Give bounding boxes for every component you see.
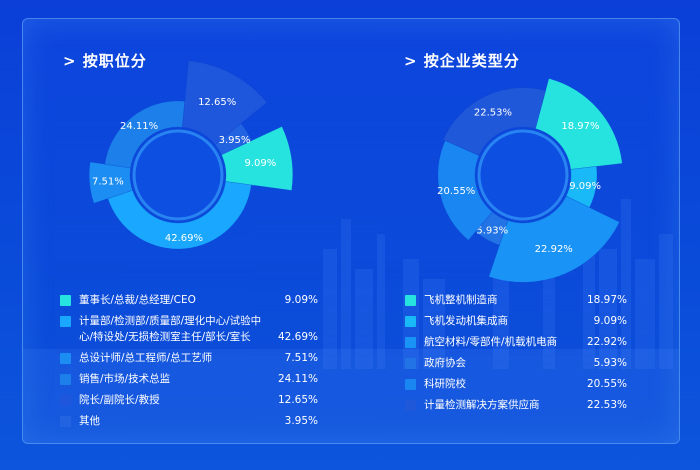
legend-value: 24.11% — [277, 373, 318, 385]
legend-item: 计量部/检测部/质量部/理化中心/试验中心/特设处/无损检测室主任/部长/室长 4… — [60, 313, 318, 345]
legend-item: 计量检测解决方案供应商 22.53% — [405, 397, 627, 413]
legend-item: 科研院校 20.55% — [405, 376, 627, 392]
slice-label-1-2: 22.92% — [535, 244, 573, 255]
legend-value: 42.69% — [277, 331, 318, 343]
legend-label: 董事长/总裁/总经理/CEO — [79, 294, 196, 306]
legend-value: 9.09% — [593, 315, 627, 327]
legend-value: 18.97% — [586, 294, 627, 306]
legend-label: 销售/市场/技术总监 — [79, 373, 171, 385]
donut-slice-1-0 — [535, 78, 623, 170]
position-donut-chart: 9.09% 42.69% 7.51% 24.11% 12.65% 3.95% — [88, 60, 293, 250]
legend-item: 其他 3.95% — [60, 413, 318, 429]
slice-label-0-5: 3.95% — [219, 135, 251, 146]
slice-label-0-1: 42.69% — [165, 233, 203, 244]
legend-swatch — [405, 316, 416, 327]
legend-value: 22.92% — [586, 336, 627, 348]
donut-slice-0-0 — [221, 126, 293, 191]
legend-item: 政府协会 5.93% — [405, 355, 627, 371]
slice-label-0-4: 12.65% — [198, 97, 236, 108]
legend-label: 航空材料/零部件/机载机电商 — [424, 336, 558, 348]
donut-slice-1-2 — [488, 195, 620, 283]
legend-item: 航空材料/零部件/机载机电商 22.92% — [405, 334, 627, 350]
slice-label-0-3: 24.11% — [120, 121, 158, 132]
legend-item: 院长/副院长/教授 12.65% — [60, 392, 318, 408]
legend-label: 院长/副院长/教授 — [79, 394, 160, 406]
company-type-chart-title: > 按企业类型分 — [404, 52, 520, 70]
legend-value: 12.65% — [277, 394, 318, 406]
legend-swatch — [60, 374, 71, 385]
donut-slice-0-2 — [88, 161, 133, 204]
donut-slice-0-4 — [182, 60, 268, 146]
legend-value: 5.93% — [593, 357, 627, 369]
legend-swatch — [405, 358, 416, 369]
legend-value: 22.53% — [586, 399, 627, 411]
slice-label-1-4: 20.55% — [437, 186, 475, 197]
slice-label-0-0: 9.09% — [245, 158, 277, 169]
legend-label: 计量部/检测部/质量部/理化中心/试验中心/特设处/无损检测室主任/部长/室长 — [79, 315, 262, 343]
legend-swatch — [60, 295, 71, 306]
donut-hole — [132, 129, 224, 221]
donut-slice-1-5 — [442, 87, 546, 156]
slice-label-1-1: 9.09% — [569, 181, 601, 192]
legend-swatch — [60, 395, 71, 406]
donut-slice-1-3 — [475, 211, 509, 246]
company-type-donut-chart: 18.97% 9.09% 22.92% 5.93% 20.55% 22.53% — [437, 78, 623, 283]
legend-label: 飞机发动机集成商 — [424, 315, 508, 327]
slice-label-0-2: 7.51% — [92, 177, 124, 188]
legend-item: 飞机整机制造商 18.97% — [405, 292, 627, 308]
legend-swatch — [405, 400, 416, 411]
legend-label: 政府协会 — [424, 357, 466, 369]
slice-label-1-0: 18.97% — [561, 121, 599, 132]
legend-label: 计量检测解决方案供应商 — [424, 399, 540, 411]
slice-label-1-5: 22.53% — [474, 108, 512, 119]
donut-slice-0-1 — [107, 181, 252, 250]
legend-swatch — [60, 416, 71, 427]
donut-slice-0-3 — [104, 100, 186, 169]
legend-label: 科研院校 — [424, 378, 466, 390]
slice-label-1-3: 5.93% — [476, 225, 508, 236]
legend-label: 总设计师/总工程师/总工艺师 — [79, 352, 213, 364]
legend-swatch — [60, 353, 71, 364]
position-legend: 董事长/总裁/总经理/CEO 9.09% 计量部/检测部/质量部/理化中心/试验中心… — [60, 292, 318, 434]
legend-item: 销售/市场/技术总监 24.11% — [60, 371, 318, 387]
legend-swatch — [405, 337, 416, 348]
donut-slice-0-5 — [214, 123, 253, 156]
legend-label: 飞机整机制造商 — [424, 294, 498, 306]
legend-label: 其他 — [79, 415, 100, 427]
donut-slice-1-4 — [437, 140, 493, 241]
legend-value: 3.95% — [284, 415, 318, 427]
legend-swatch — [405, 379, 416, 390]
legend-value: 7.51% — [284, 352, 318, 364]
legend-value: 9.09% — [284, 294, 318, 306]
legend-item: 飞机发动机集成商 9.09% — [405, 313, 627, 329]
donut-hole — [477, 129, 569, 221]
legend-value: 20.55% — [586, 378, 627, 390]
legend-item: 董事长/总裁/总经理/CEO 9.09% — [60, 292, 318, 308]
company-type-legend: 飞机整机制造商 18.97% 飞机发动机集成商 9.09% 航空材料/零部件/机载机电商… — [405, 292, 627, 418]
position-chart-title: > 按职位分 — [63, 52, 147, 70]
legend-item: 总设计师/总工程师/总工艺师 7.51% — [60, 350, 318, 366]
legend-swatch — [60, 316, 71, 327]
legend-swatch — [405, 295, 416, 306]
